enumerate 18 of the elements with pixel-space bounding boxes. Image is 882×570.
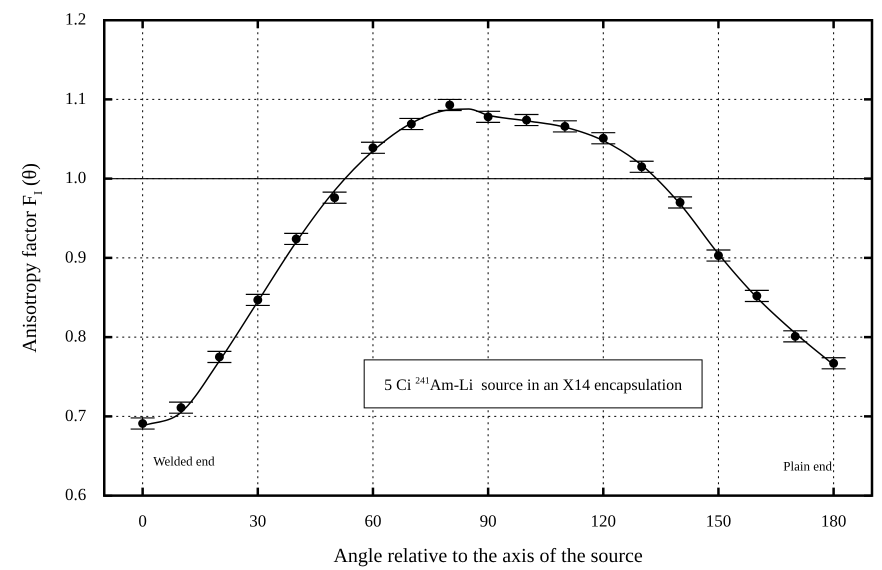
x-tick-label: 150 xyxy=(706,511,732,530)
x-tick-label: 60 xyxy=(364,511,382,530)
y-tick-label: 1.2 xyxy=(65,10,86,29)
x-tick-label: 120 xyxy=(590,511,616,530)
y-tick-label: 0.9 xyxy=(65,247,86,266)
annotation: Welded end xyxy=(153,454,216,469)
y-tick-label: 0.8 xyxy=(65,326,86,346)
y-tick-label: 1.0 xyxy=(65,168,86,188)
x-axis-title: Angle relative to the axis of the source xyxy=(333,545,643,567)
y-tick-label: 0.6 xyxy=(65,485,86,504)
y-axis-title: Anisotropy factor FI (θ) xyxy=(19,163,45,353)
x-tick-label: 180 xyxy=(820,511,846,530)
annotation: Plain end xyxy=(783,458,832,474)
y-tick-label: 0.7 xyxy=(65,406,87,425)
y-tick-label: 1.1 xyxy=(65,88,86,108)
x-tick-label: 0 xyxy=(138,511,147,530)
x-tick-label: 30 xyxy=(249,511,266,530)
x-tick-label: 90 xyxy=(480,511,497,530)
